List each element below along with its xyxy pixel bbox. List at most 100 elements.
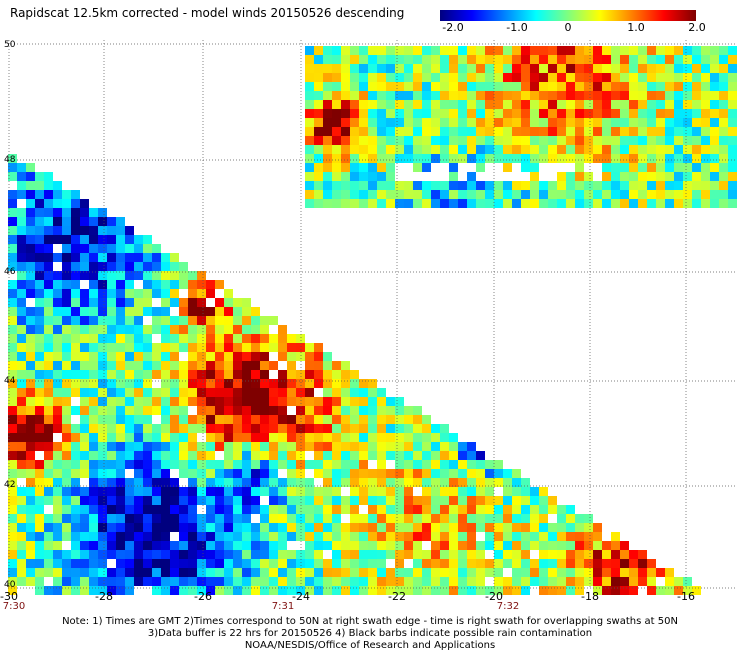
data-cell [566, 73, 575, 82]
data-cell [557, 127, 566, 136]
lat-label: 40 [4, 580, 16, 590]
data-cell [413, 523, 422, 532]
data-cell [413, 73, 422, 82]
data-cell [98, 379, 107, 388]
data-cell [143, 568, 152, 577]
footnotes: Note: 1) Times are GMT 2)Times correspon… [0, 616, 740, 652]
data-cell [188, 460, 197, 469]
data-cell [368, 496, 377, 505]
data-cell [314, 469, 323, 478]
data-cell [395, 442, 404, 451]
data-cell [98, 298, 107, 307]
data-cell [206, 496, 215, 505]
data-cell [359, 451, 368, 460]
data-cell [251, 307, 260, 316]
data-cell [161, 550, 170, 559]
data-cell [314, 433, 323, 442]
data-cell [449, 532, 458, 541]
data-cell [125, 478, 134, 487]
data-cell [728, 199, 737, 208]
data-cell [62, 433, 71, 442]
data-cell [62, 478, 71, 487]
data-cell [206, 424, 215, 433]
data-cell [692, 46, 701, 55]
data-cell [377, 100, 386, 109]
data-cell [116, 226, 125, 235]
data-cell [458, 118, 467, 127]
data-cell [386, 523, 395, 532]
data-cell [323, 118, 332, 127]
data-cell [314, 541, 323, 550]
data-cell [503, 550, 512, 559]
data-cell [206, 325, 215, 334]
data-cell [332, 127, 341, 136]
data-cell [377, 127, 386, 136]
data-cell [26, 361, 35, 370]
data-cell [566, 541, 575, 550]
data-cell [98, 235, 107, 244]
data-cell [287, 343, 296, 352]
data-cell [395, 145, 404, 154]
data-cell [17, 334, 26, 343]
data-cell [197, 298, 206, 307]
data-cell [413, 577, 422, 586]
data-cell [98, 433, 107, 442]
data-cell [134, 244, 143, 253]
data-cell [8, 244, 17, 253]
data-cell [413, 91, 422, 100]
data-cell [53, 199, 62, 208]
data-cell [233, 541, 242, 550]
data-cell [431, 478, 440, 487]
data-cell [107, 496, 116, 505]
data-cell [251, 550, 260, 559]
data-cell [575, 586, 584, 595]
data-cell [377, 190, 386, 199]
data-cell [26, 226, 35, 235]
data-cell [8, 235, 17, 244]
data-cell [89, 496, 98, 505]
data-cell [377, 559, 386, 568]
data-cell [629, 577, 638, 586]
data-cell [368, 46, 377, 55]
data-cell [602, 577, 611, 586]
data-cell [188, 397, 197, 406]
data-cell [98, 334, 107, 343]
data-cell [674, 127, 683, 136]
data-cell [35, 388, 44, 397]
data-cell [89, 451, 98, 460]
data-cell [584, 55, 593, 64]
data-cell [494, 505, 503, 514]
data-cell [476, 523, 485, 532]
data-cell [404, 586, 413, 595]
data-cell [512, 46, 521, 55]
data-cell [485, 136, 494, 145]
data-cell [404, 145, 413, 154]
data-cell [89, 244, 98, 253]
data-cell [440, 532, 449, 541]
data-cell [71, 217, 80, 226]
data-cell [359, 496, 368, 505]
data-cell [431, 559, 440, 568]
data-cell [35, 361, 44, 370]
data-cell [314, 73, 323, 82]
data-cell [647, 82, 656, 91]
data-cell [458, 64, 467, 73]
data-cell [728, 163, 737, 172]
data-cell [134, 253, 143, 262]
data-cell [323, 559, 332, 568]
data-cell [287, 568, 296, 577]
data-cell [566, 136, 575, 145]
data-cell [116, 325, 125, 334]
data-cell [449, 127, 458, 136]
data-cell [251, 469, 260, 478]
data-cell [116, 352, 125, 361]
data-cell [476, 496, 485, 505]
data-cell [350, 73, 359, 82]
data-cell [170, 478, 179, 487]
data-cell [629, 46, 638, 55]
data-cell [161, 397, 170, 406]
data-cell [80, 253, 89, 262]
data-cell [188, 370, 197, 379]
data-cell [440, 91, 449, 100]
data-cell [494, 460, 503, 469]
